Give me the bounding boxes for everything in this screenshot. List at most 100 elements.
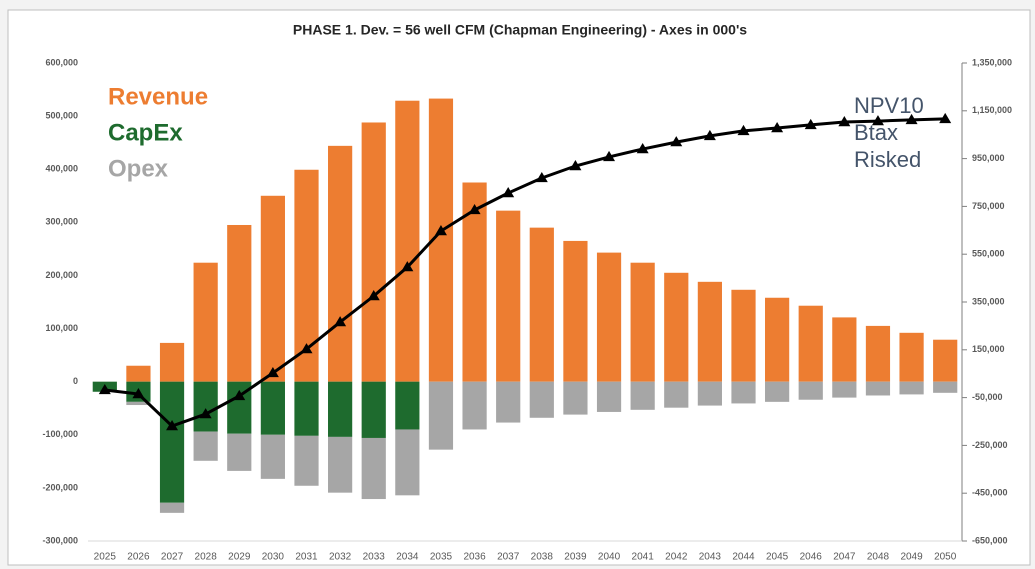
y2-tick-label: -50,000 bbox=[972, 392, 1003, 402]
bar bbox=[798, 305, 823, 382]
y2-tick-label: 950,000 bbox=[972, 153, 1005, 163]
x-tick-label: 2036 bbox=[463, 552, 486, 563]
line-marker bbox=[636, 143, 649, 154]
bar bbox=[428, 381, 454, 450]
bar bbox=[328, 145, 353, 382]
x-tick-label: 2027 bbox=[161, 552, 184, 563]
x-tick-label: 2030 bbox=[262, 552, 285, 563]
line-marker bbox=[670, 136, 683, 147]
bar bbox=[395, 381, 420, 430]
line-marker bbox=[569, 160, 582, 171]
bar bbox=[395, 429, 420, 496]
x-tick-label: 2039 bbox=[564, 552, 587, 563]
x-tick-label: 2035 bbox=[430, 552, 453, 563]
bar bbox=[361, 437, 386, 500]
bar bbox=[563, 240, 588, 382]
line-marker bbox=[703, 129, 716, 141]
line-marker bbox=[233, 389, 246, 401]
y-tick-label: -100,000 bbox=[42, 429, 78, 439]
x-tick-label: 2041 bbox=[632, 552, 655, 563]
bar bbox=[159, 502, 185, 513]
bar bbox=[933, 381, 958, 393]
bar bbox=[395, 100, 420, 382]
bar bbox=[899, 381, 924, 395]
y-tick-label: -300,000 bbox=[42, 535, 78, 545]
bar bbox=[596, 381, 622, 412]
bar bbox=[126, 365, 151, 382]
bar bbox=[765, 297, 790, 382]
line bbox=[104, 117, 946, 428]
bar bbox=[596, 252, 622, 382]
legend-entry: CapEx bbox=[108, 119, 183, 146]
line-legend: NPV10 Btax Risked bbox=[854, 93, 924, 172]
line-marker bbox=[166, 420, 179, 431]
legend-entry: Revenue bbox=[108, 83, 208, 110]
x-tick-label: 2049 bbox=[900, 552, 923, 563]
y2-tick-label: 750,000 bbox=[972, 201, 1005, 211]
line-marker bbox=[300, 343, 313, 354]
bar bbox=[630, 262, 655, 382]
bar bbox=[731, 381, 756, 404]
line-marker bbox=[434, 225, 447, 236]
line-marker bbox=[132, 388, 145, 399]
bar bbox=[496, 210, 521, 382]
y2-tick-label: -250,000 bbox=[972, 440, 1008, 450]
line-marker bbox=[401, 261, 414, 272]
x-tick-label: 2044 bbox=[732, 552, 755, 563]
bar bbox=[328, 436, 353, 493]
line-marker bbox=[367, 290, 380, 301]
y2-tick-label: -650,000 bbox=[972, 535, 1008, 545]
bar bbox=[294, 381, 319, 436]
bar bbox=[697, 381, 722, 406]
x-tick-label: 2046 bbox=[800, 552, 823, 563]
bar bbox=[193, 381, 218, 432]
x-tick-label: 2031 bbox=[295, 552, 318, 563]
x-tick-label: 2040 bbox=[598, 552, 621, 563]
bar bbox=[260, 381, 285, 435]
bar bbox=[832, 317, 857, 382]
line-marker bbox=[535, 171, 548, 183]
bar bbox=[496, 381, 521, 423]
bar bbox=[865, 325, 891, 382]
y2-tick-label: 1,150,000 bbox=[972, 105, 1012, 115]
bar bbox=[227, 224, 252, 382]
line-marker bbox=[603, 150, 616, 162]
bar bbox=[328, 381, 353, 437]
bar bbox=[563, 381, 588, 415]
y-tick-label: 0 bbox=[73, 376, 78, 386]
x-tick-label: 2037 bbox=[497, 552, 520, 563]
y2-tick-label: -450,000 bbox=[972, 488, 1008, 498]
legend-entry: Opex bbox=[108, 155, 169, 182]
line-marker bbox=[334, 316, 347, 327]
y-tick-label: 600,000 bbox=[45, 57, 78, 67]
x-tick-label: 2042 bbox=[665, 552, 688, 563]
x-tick-label: 2050 bbox=[934, 552, 957, 563]
x-tick-label: 2029 bbox=[228, 552, 251, 563]
line-marker bbox=[199, 408, 212, 419]
x-tick-label: 2034 bbox=[396, 552, 419, 563]
line-marker bbox=[871, 115, 884, 126]
bar bbox=[865, 381, 891, 396]
bar bbox=[731, 289, 756, 382]
bar bbox=[193, 431, 218, 461]
y2-tick-label: 350,000 bbox=[972, 296, 1005, 306]
bar bbox=[765, 381, 790, 402]
bar bbox=[294, 435, 319, 486]
x-tick-label: 2047 bbox=[833, 552, 856, 563]
bar bbox=[529, 381, 554, 418]
bar bbox=[227, 433, 252, 471]
line-marker bbox=[98, 383, 111, 395]
line-marker bbox=[771, 122, 784, 133]
bar bbox=[361, 381, 386, 438]
x-tick-label: 2045 bbox=[766, 552, 789, 563]
x-tick-label: 2043 bbox=[699, 552, 722, 563]
x-tick-label: 2025 bbox=[94, 552, 117, 563]
line-marker bbox=[939, 112, 952, 124]
line-marker bbox=[266, 366, 279, 378]
x-tick-label: 2048 bbox=[867, 552, 890, 563]
bar bbox=[933, 339, 958, 382]
line-marker bbox=[502, 187, 515, 198]
bar bbox=[260, 195, 285, 382]
bar bbox=[462, 381, 487, 430]
